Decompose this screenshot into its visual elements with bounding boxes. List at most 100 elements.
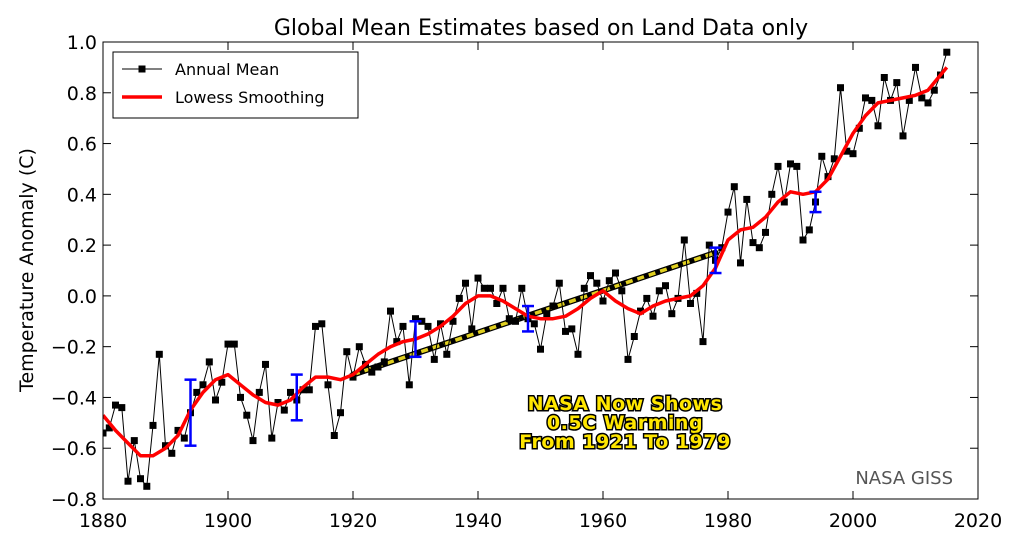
x-tick-label: 1960 [579,510,627,532]
y-tick-label: 0.0 [67,286,97,308]
annual-mean-point [312,322,319,330]
annual-mean-point [905,96,913,104]
annual-mean-point [230,340,238,348]
annual-mean-point [224,340,232,348]
annual-mean-point [587,272,594,280]
annual-mean-point [424,322,432,330]
annual-mean-point [405,381,413,389]
annual-mean-point [768,190,776,198]
annual-mean-point [774,162,782,170]
annual-mean-point [103,429,107,437]
x-tick-label: 2000 [829,510,877,532]
annual-mean-point [837,84,844,92]
annual-mean-point [637,307,644,315]
x-tick-label: 1880 [79,510,127,532]
x-tick-label: 1940 [454,510,502,532]
annual-mean-point [724,208,732,216]
annual-mean-point [249,437,257,445]
annual-mean-point [643,294,651,302]
annual-mean-point [330,432,338,439]
annual-mean-point [437,320,444,328]
annual-mean-line [103,52,948,488]
annual-mean-point [474,274,482,282]
annual-mean-point [274,399,282,406]
legend-label-annual-mean: Annual Mean [175,60,279,79]
annual-mean-point [662,282,669,290]
annual-mean-point [780,198,788,206]
annual-mean-point [599,297,607,305]
annual-mean-point [624,355,632,363]
x-tick-label: 1920 [329,510,377,532]
y-tick-label: 0.8 [67,83,97,105]
annual-mean-point [612,269,619,277]
annual-mean-point [399,322,407,330]
annual-mean-point [924,99,932,107]
annual-mean-point [649,312,657,320]
annual-mean-point [487,284,494,292]
x-tick-label: 1980 [704,510,752,532]
annual-mean-point [787,160,794,168]
annual-mean-point [137,475,144,483]
plot-area [103,48,951,490]
annual-mean-point [918,94,926,102]
annual-mean-point [199,381,207,389]
annual-mean-point [124,477,132,485]
annual-mean-point [318,320,326,328]
annual-mean-point [480,284,488,292]
annual-mean-point [130,437,138,445]
annotation: NASA Now Shows 0.5C Warming From 1921 To… [518,392,732,455]
annual-mean-point [162,442,169,450]
annual-mean-point [155,350,163,358]
annual-mean-point [930,86,938,94]
annual-mean-point [255,388,263,396]
y-tick-label: −0.2 [51,337,97,359]
annual-mean-point [262,360,269,368]
annual-mean-point [893,79,901,87]
axis-ticks: 1880 1900 1920 1940 1960 1980 2000 2020 −0.8 −0.6… [51,32,1002,532]
annual-mean-point [505,315,513,323]
annual-mean-point [412,315,419,323]
annual-mean-point [799,236,807,244]
trend-line [352,251,717,377]
legend: Annual Mean Lowess Smoothing [112,51,359,119]
annual-mean-point [730,183,738,191]
annual-mean-point [568,325,576,333]
annual-mean-point [749,239,757,247]
y-tick-label: −0.8 [51,489,97,511]
annual-mean-point [899,132,907,140]
annual-mean-point [655,287,663,295]
annual-mean-point [718,244,726,252]
y-tick-label: 0.6 [67,134,97,156]
annual-mean-point [462,279,469,287]
y-tick-label: −0.6 [51,438,97,460]
annual-mean-point [149,421,157,429]
annual-mean-point [393,338,401,346]
annual-mean-point [830,155,838,163]
annual-mean-point [518,284,526,292]
annual-mean-point [118,404,126,412]
annual-mean-point [387,307,394,315]
annual-mean-point [218,378,226,386]
annual-mean-point [243,411,251,419]
annual-mean-point [193,388,201,396]
annual-mean-point [849,150,857,158]
annual-mean-point [337,409,344,417]
y-tick-label: 0.2 [67,235,97,257]
annual-mean-point [755,244,763,252]
annual-mean-point [374,363,382,371]
annual-mean-point [287,388,294,396]
annual-mean-point [680,236,688,244]
annual-mean-point [112,401,119,409]
annual-mean-point [455,294,463,302]
annual-mean-point [499,284,507,292]
annual-mean-point [443,350,451,358]
annual-mean-point [855,124,863,132]
annual-mean-point [349,373,357,381]
y-axis-label: Temperature Anomaly (C) [16,148,38,393]
annual-mean-point [687,300,694,307]
credit-label: NASA GISS [855,468,953,489]
annotation-line-3: From 1921 To 1979 [519,431,731,453]
annual-mean-point [793,162,801,170]
annual-mean-point [324,381,332,389]
